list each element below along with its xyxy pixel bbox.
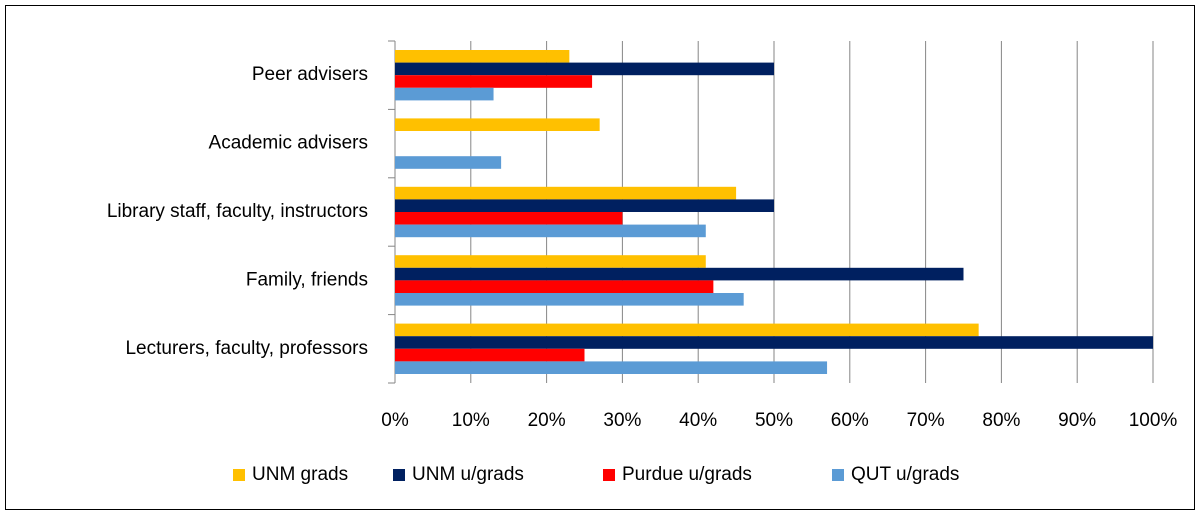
bar: [395, 199, 774, 212]
bar: [395, 280, 714, 293]
x-tick-label: 80%: [982, 410, 1020, 431]
bar: [395, 50, 570, 63]
bar: [395, 87, 494, 101]
bar: [395, 267, 964, 281]
legend-label: QUT u/grads: [851, 464, 959, 485]
legend-swatch: [603, 469, 615, 481]
bar: [395, 361, 828, 374]
x-tick-label: 60%: [831, 410, 869, 431]
y-tick-label: Family, friends: [246, 269, 368, 290]
x-tick-label: 30%: [603, 410, 641, 431]
x-tick-label: 50%: [755, 410, 793, 431]
y-tick-label: Lecturers, faculty, professors: [125, 338, 368, 359]
bar: [395, 118, 600, 131]
y-tick-label: Peer advisers: [252, 64, 368, 85]
x-tick-label: 10%: [452, 410, 490, 431]
bar: [395, 186, 737, 200]
x-tick-label: 70%: [907, 410, 945, 431]
x-tick-label: 90%: [1058, 410, 1096, 431]
bar: [395, 224, 706, 238]
bar: [395, 323, 979, 337]
legend-swatch: [832, 469, 844, 481]
legend-label: UNM grads: [252, 464, 348, 485]
legend-label: Purdue u/grads: [622, 464, 752, 485]
bar: [395, 62, 774, 76]
legend-swatch: [393, 469, 405, 481]
legend-swatch: [233, 469, 245, 481]
legend-label: UNM u/grads: [412, 464, 524, 485]
bar: [395, 293, 744, 306]
bar: [395, 75, 593, 88]
bar: [395, 348, 585, 362]
y-tick-label: Library staff, faculty, instructors: [107, 201, 368, 222]
bar: [395, 212, 623, 225]
x-tick-label: 20%: [528, 410, 566, 431]
x-tick-label: 100%: [1129, 410, 1178, 431]
bar: [395, 156, 502, 169]
y-tick-label: Academic advisers: [209, 133, 368, 154]
bar: [395, 336, 1153, 349]
bar: [395, 255, 706, 268]
x-tick-label: 0%: [381, 410, 409, 431]
x-tick-label: 40%: [679, 410, 717, 431]
